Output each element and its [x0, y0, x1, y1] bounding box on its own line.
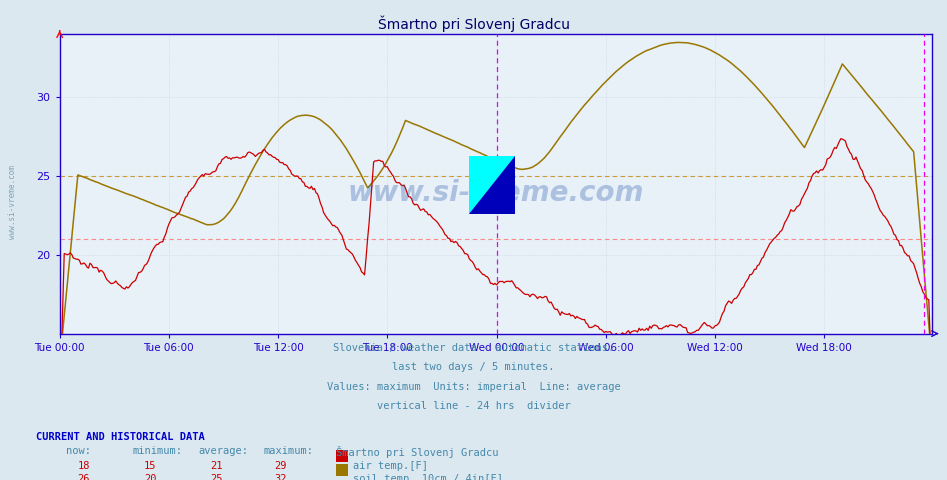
Text: 29: 29 [275, 461, 287, 471]
Polygon shape [470, 156, 515, 214]
Text: Šmartno pri Slovenj Gradcu: Šmartno pri Slovenj Gradcu [378, 15, 569, 32]
Text: maximum:: maximum: [263, 446, 313, 456]
Text: 25: 25 [210, 474, 223, 480]
Polygon shape [470, 156, 515, 214]
Text: average:: average: [199, 446, 249, 456]
Text: vertical line - 24 hrs  divider: vertical line - 24 hrs divider [377, 401, 570, 411]
Text: Šmartno pri Slovenj Gradcu: Šmartno pri Slovenj Gradcu [336, 446, 499, 458]
Text: 21: 21 [210, 461, 223, 471]
Text: 15: 15 [144, 461, 156, 471]
Text: minimum:: minimum: [133, 446, 183, 456]
Text: last two days / 5 minutes.: last two days / 5 minutes. [392, 362, 555, 372]
Text: CURRENT AND HISTORICAL DATA: CURRENT AND HISTORICAL DATA [36, 432, 205, 442]
Text: soil temp. 10cm / 4in[F]: soil temp. 10cm / 4in[F] [353, 474, 503, 480]
Text: www.si-vreme.com: www.si-vreme.com [8, 165, 17, 239]
Text: 20: 20 [144, 474, 156, 480]
Text: 26: 26 [78, 474, 90, 480]
Text: 32: 32 [275, 474, 287, 480]
Text: air temp.[F]: air temp.[F] [353, 461, 428, 471]
Text: www.si-vreme.com: www.si-vreme.com [348, 179, 644, 206]
Text: 18: 18 [78, 461, 90, 471]
Text: Slovenia / weather data - automatic stations.: Slovenia / weather data - automatic stat… [333, 343, 614, 353]
Text: now:: now: [66, 446, 91, 456]
Text: Values: maximum  Units: imperial  Line: average: Values: maximum Units: imperial Line: av… [327, 382, 620, 392]
